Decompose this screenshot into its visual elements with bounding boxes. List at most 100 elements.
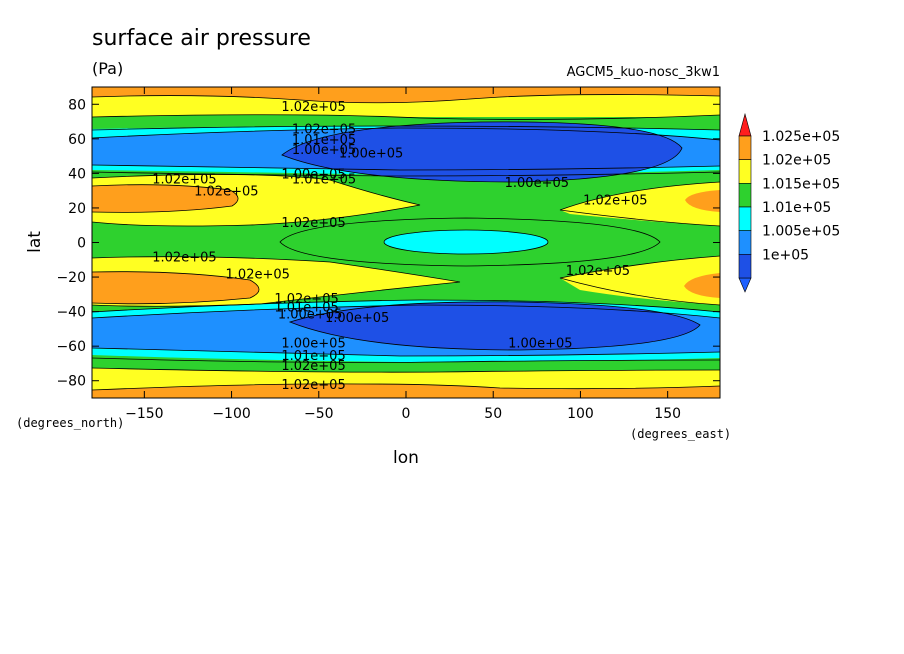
x-tick-label: −100 <box>212 406 250 422</box>
contour-label: 1.02e+05 <box>281 378 345 393</box>
y-tick-label: 0 <box>77 236 86 252</box>
contour-line <box>92 114 720 120</box>
contour-label: 1.00e+05 <box>278 307 342 322</box>
contour-label: 1.02e+05 <box>292 122 356 137</box>
colorbar-labels: 1.025e+05 1.02e+05 1.015e+05 1.01e+05 1.005e… <box>762 129 840 263</box>
colorbar-bottom-arrow <box>738 277 752 293</box>
colorbar-label: 1e+05 <box>762 247 809 263</box>
contour-label: 1.00e+05 <box>325 311 389 326</box>
x-tick-label: −50 <box>304 406 334 422</box>
x-tick-label: 0 <box>402 406 411 422</box>
high-south-east-yellow <box>560 256 720 305</box>
x-tick-label: −150 <box>125 406 163 422</box>
y-tick-label: 20 <box>68 201 86 217</box>
y-tick-label: 60 <box>68 132 86 148</box>
contour-labels: 1.02e+051.02e+051.01e+051.00e+051.00e+05… <box>152 100 647 393</box>
contour-line <box>559 181 720 227</box>
contour-label: 1.01e+05 <box>274 300 338 315</box>
contour-label: 1.02e+05 <box>281 216 345 231</box>
contour-label: 1.00e+05 <box>339 147 403 162</box>
contour-line <box>92 347 720 357</box>
contour-line <box>92 367 720 373</box>
band-south-orange <box>92 383 720 398</box>
colorbar-box <box>738 206 752 231</box>
colorbar-box <box>738 254 752 279</box>
contour-label: 1.02e+05 <box>274 292 338 307</box>
colorbar-box <box>738 230 752 255</box>
y-tick-label: 80 <box>68 97 86 113</box>
contour-line <box>92 357 720 363</box>
band-north-orange <box>92 87 720 103</box>
y-axis-label: lat <box>25 231 45 253</box>
contour-label: 1.02e+05 <box>194 185 258 200</box>
chart-units: (Pa) <box>92 59 123 78</box>
contour-line <box>383 229 549 255</box>
y-unit-label: (degrees_north) <box>16 416 124 430</box>
colorbar-boxes <box>738 135 752 279</box>
equatorial-cyan <box>384 230 548 254</box>
colorbar-label: 1.025e+05 <box>762 129 840 145</box>
colorbar-label: 1.02e+05 <box>762 153 831 169</box>
contour-line <box>92 184 239 213</box>
y-tick-label: 40 <box>68 166 86 182</box>
contour-label: 1.01e+05 <box>281 349 345 364</box>
contour-label: 1.02e+05 <box>566 264 630 279</box>
x-axis-ticks: −150 −100 −50 0 50 100 150 <box>125 87 681 422</box>
run-label: AGCM5_kuo-nosc_3kw1 <box>567 65 720 80</box>
low-south <box>290 301 700 350</box>
colorbar-label: 1.01e+05 <box>762 200 831 216</box>
contour-label: 1.02e+05 <box>583 193 647 208</box>
colorbar-box <box>738 159 752 184</box>
contour-line <box>281 121 683 183</box>
contour-label: 1.02e+05 <box>281 100 345 115</box>
contour-fill-area: 1.02e+051.02e+051.01e+051.00e+051.00e+05… <box>92 87 720 398</box>
y-axis-ticks: −80 −60 −40 −20 0 20 40 60 80 <box>56 97 720 390</box>
y-tick-label: −80 <box>56 374 86 390</box>
contour-label: 1.00e+05 <box>505 176 569 191</box>
colorbar-top-arrow <box>738 112 752 137</box>
x-tick-label: 150 <box>654 406 681 422</box>
low-north <box>282 121 682 182</box>
x-axis-label: lon <box>393 448 419 468</box>
contour-line <box>92 299 720 313</box>
contour-line <box>92 383 720 391</box>
contour-lines <box>92 94 720 391</box>
contour-label: 1.01e+05 <box>292 173 356 188</box>
contour-label: 1.02e+05 <box>281 359 345 374</box>
colorbar: 1.025e+05 1.02e+05 1.015e+05 1.01e+05 1.005e… <box>738 112 840 293</box>
x-tick-label: 100 <box>567 406 594 422</box>
colorbar-box <box>738 183 752 208</box>
contour-line <box>92 171 720 177</box>
colorbar-label: 1.005e+05 <box>762 224 840 240</box>
contour-label: 1.02e+05 <box>152 173 216 188</box>
contour-label: 1.00e+05 <box>292 143 356 158</box>
contour-label: 1.01e+05 <box>292 133 356 148</box>
contour-line <box>559 255 720 306</box>
contour-line <box>92 127 720 141</box>
y-tick-label: −60 <box>56 339 86 355</box>
chart-title: surface air pressure <box>92 26 311 51</box>
colorbar-box <box>738 135 752 160</box>
contour-line <box>92 174 421 227</box>
contour-line <box>92 94 720 104</box>
colorbar-label: 1.015e+05 <box>762 176 840 192</box>
contour-line <box>288 301 701 351</box>
contour-line <box>92 271 260 305</box>
contour-line <box>92 164 720 171</box>
high-south-orange <box>92 271 259 304</box>
high-north-east-orange <box>685 190 720 212</box>
contour-label: 1.02e+05 <box>226 268 290 283</box>
contour-label: 1.00e+05 <box>281 337 345 352</box>
x-tick-label: 50 <box>484 406 502 422</box>
x-unit-label: (degrees_east) <box>630 427 731 441</box>
y-tick-label: −20 <box>56 270 86 286</box>
contour-line <box>279 217 661 267</box>
contour-label: 1.00e+05 <box>508 337 572 352</box>
contour-label: 1.02e+05 <box>152 250 216 265</box>
high-south-east-orange <box>684 273 720 298</box>
contour-label: 1.00e+05 <box>281 167 345 182</box>
y-tick-label: −40 <box>56 305 86 321</box>
contour-line <box>92 304 720 319</box>
high-north-orange <box>92 184 239 213</box>
